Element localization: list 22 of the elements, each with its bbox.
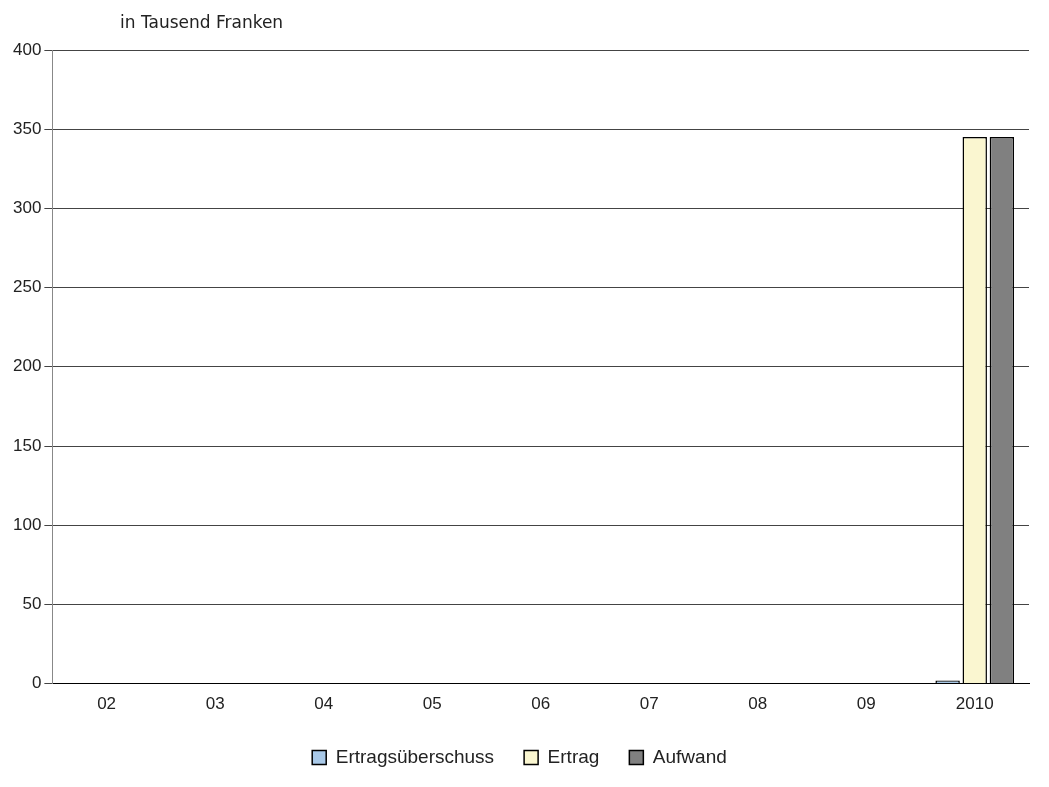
y-tick-label: 200 bbox=[12, 356, 42, 376]
y-tick-label: 250 bbox=[12, 277, 42, 297]
x-tick-label: 06 bbox=[531, 694, 551, 714]
legend-label: Ertragsüberschuss bbox=[335, 745, 495, 767]
x-tick-label: 04 bbox=[314, 694, 334, 714]
y-tick-label: 350 bbox=[12, 118, 42, 138]
y-tick-label: 300 bbox=[12, 198, 42, 218]
x-tick-label: 09 bbox=[856, 694, 876, 714]
y-tick-label: 400 bbox=[12, 39, 42, 59]
y-tick-label: 100 bbox=[12, 514, 42, 534]
x-tick-label: 08 bbox=[748, 694, 768, 714]
legend-label: Ertrag bbox=[547, 745, 600, 767]
x-tick-label: 02 bbox=[97, 694, 117, 714]
x-tick-label: 07 bbox=[639, 694, 659, 714]
x-tick-label: 03 bbox=[205, 694, 225, 714]
x-tick-label: 2010 bbox=[955, 694, 994, 714]
y-tick-label: 150 bbox=[12, 435, 42, 455]
y-axis-title: in Tausend Franken bbox=[120, 12, 284, 32]
y-tick-label: 50 bbox=[22, 594, 42, 614]
y-tick-label: 0 bbox=[31, 673, 42, 693]
x-tick-label: 05 bbox=[422, 694, 442, 714]
legend-label: Aufwand bbox=[652, 745, 727, 767]
